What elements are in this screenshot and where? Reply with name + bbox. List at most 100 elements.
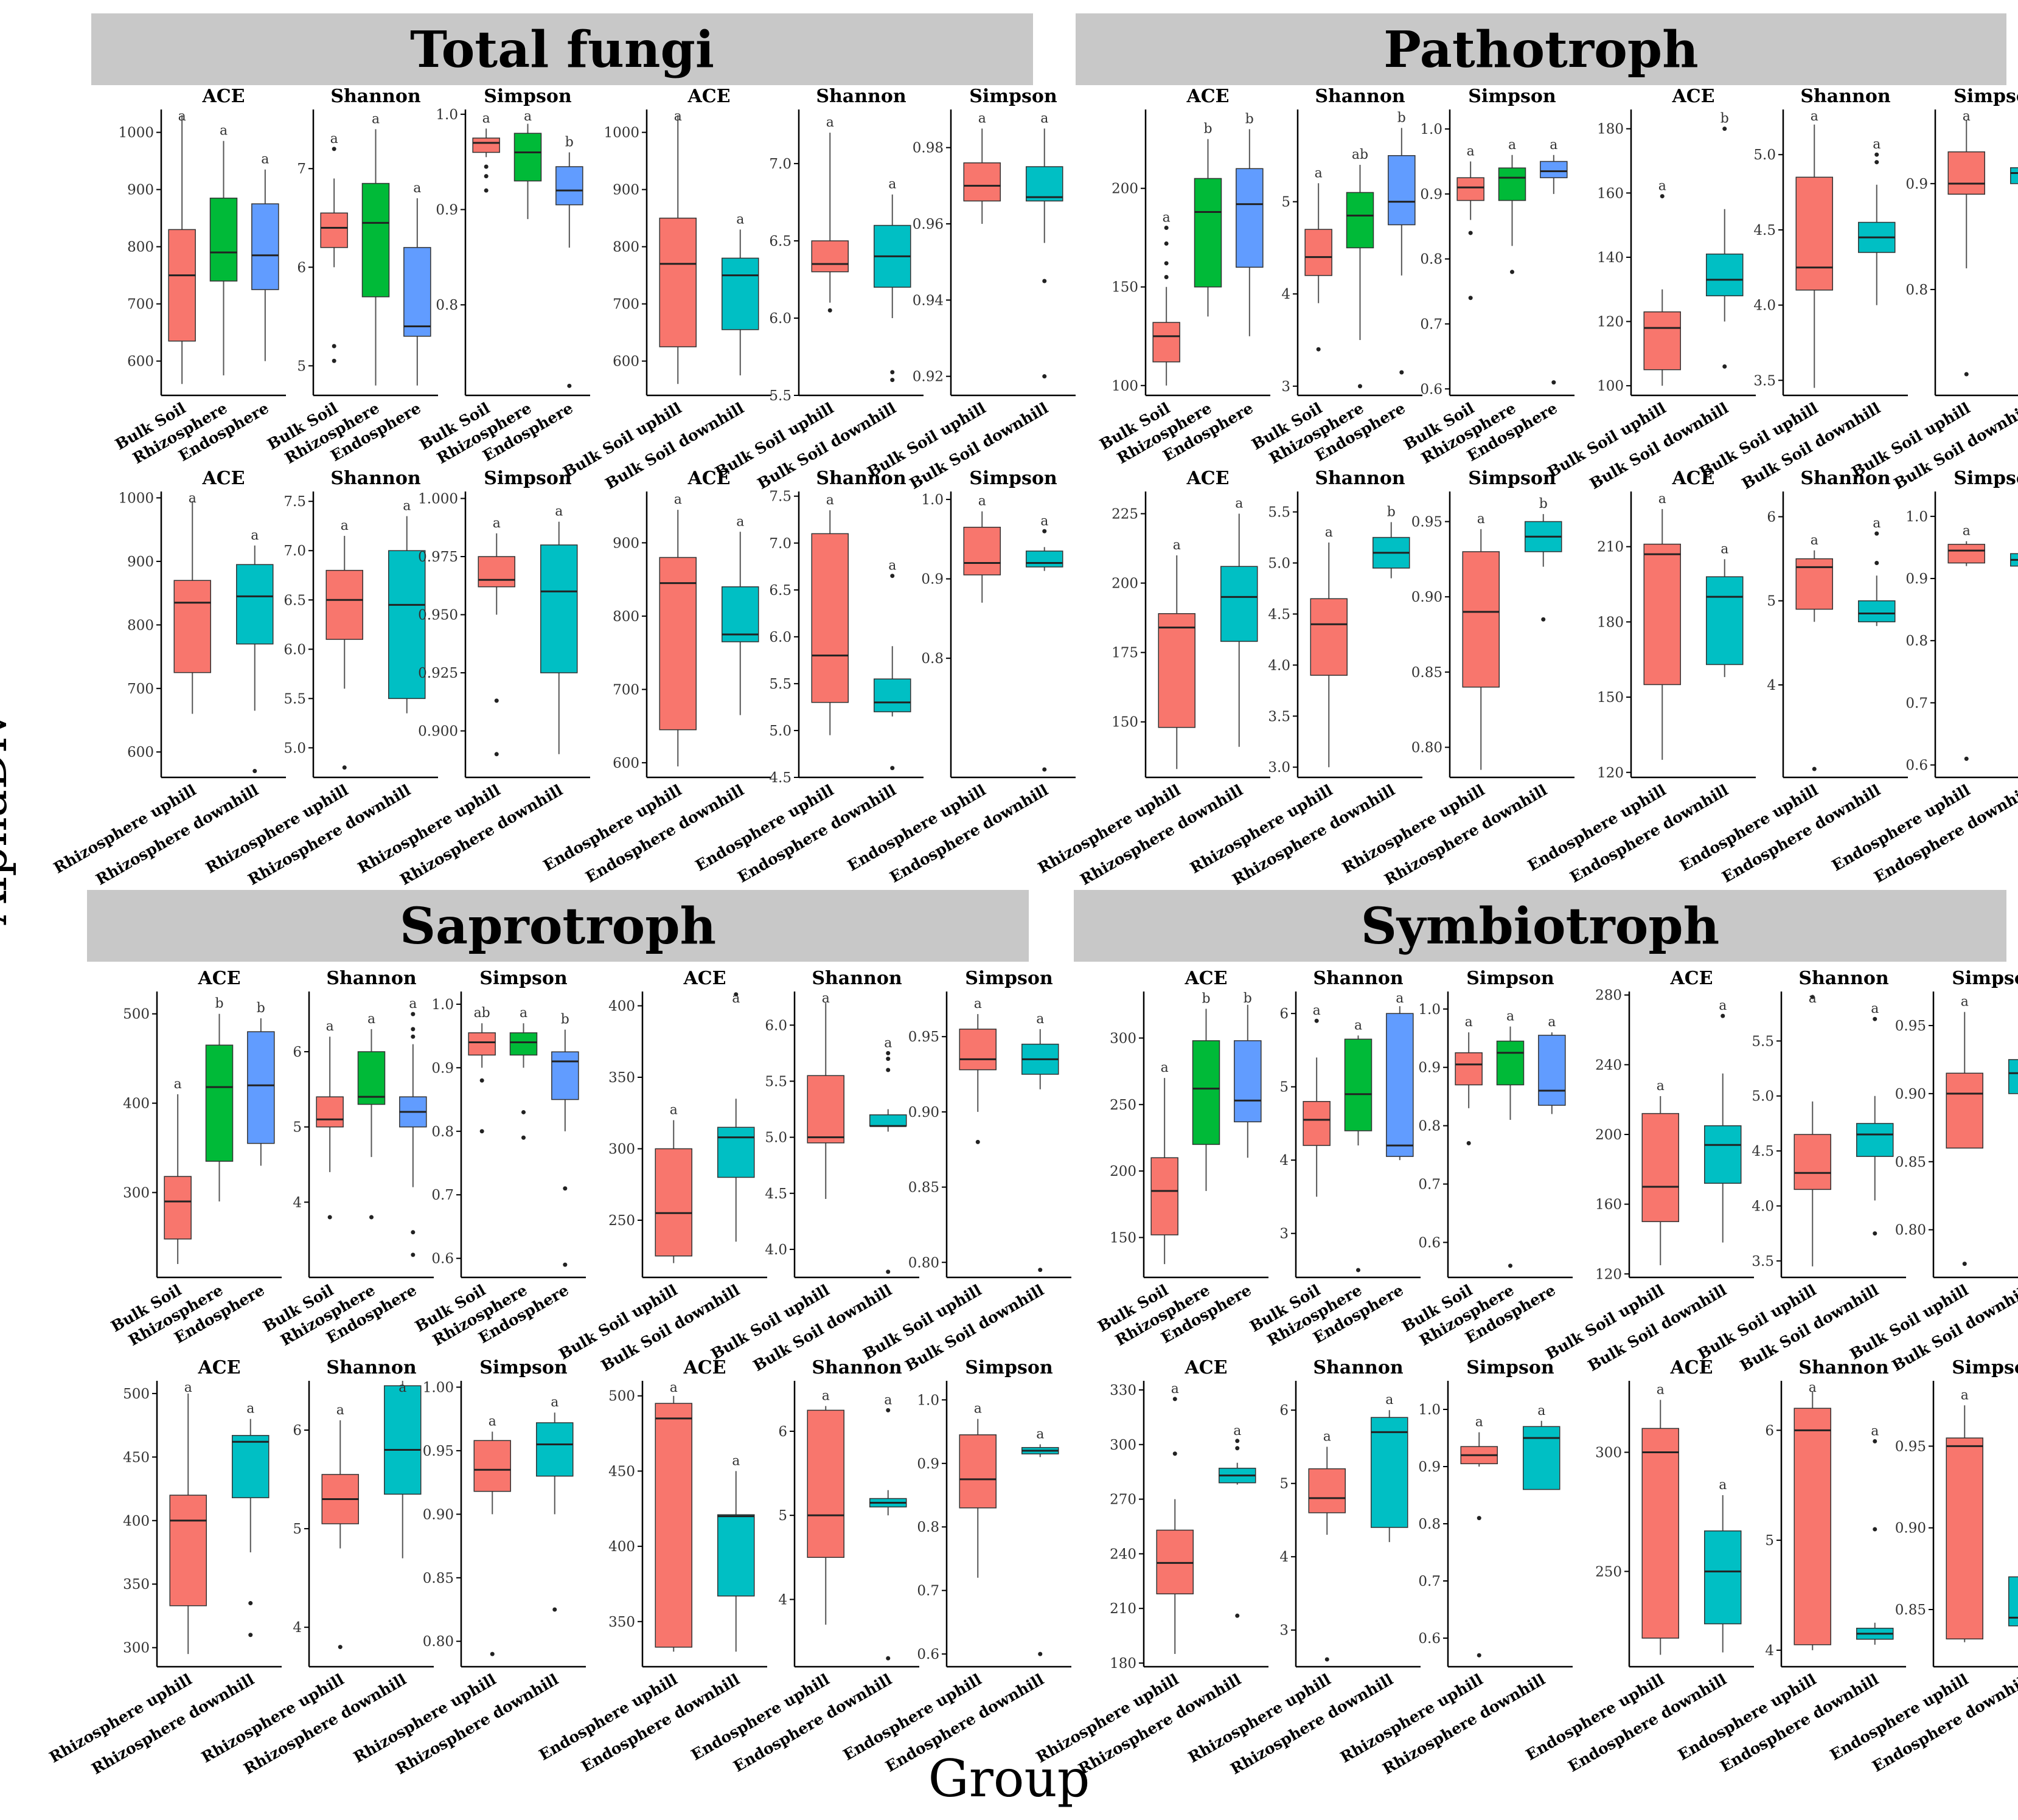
box-iqr [1150,1157,1178,1235]
panel-title: Shannon [1315,86,1405,107]
box-iqr [361,182,390,297]
panel-title: Shannon [330,468,421,489]
panel-title: Simpson [965,1357,1053,1378]
significance-letter: a [1811,533,1818,548]
outlier-point [886,1408,891,1412]
outlier-point [411,1230,416,1235]
significance-letter: a [1233,1423,1241,1439]
outlier-point [1468,296,1473,300]
significance-letter: a [978,494,986,509]
y-tick-label: 200 [1112,576,1138,592]
group-title: Saprotroph [400,897,716,956]
outlier-point [734,992,739,997]
y-tick-label: 0.9 [1905,176,1928,192]
box-iqr [1704,1125,1742,1184]
outlier-point [521,1110,526,1114]
y-tick-label: 1000 [118,125,154,141]
y-tick-label: 0.8 [1420,252,1442,268]
box-iqr [959,1029,997,1071]
panel-title: ACE [683,968,726,989]
significance-letter: b [1203,122,1212,137]
y-tick-label: 150 [1112,715,1138,731]
y-tick-label: 3.5 [1753,373,1776,389]
box-iqr [1192,1040,1220,1145]
panel-title: Shannon [1313,968,1404,989]
box-iqr [551,1051,579,1100]
y-tick-label: 400 [608,1539,635,1555]
y-tick-label: 5.5 [1752,1033,1774,1049]
outlier-point [342,765,347,770]
y-tick-label: 6 [778,1424,787,1440]
significance-letter: a [1548,1015,1556,1030]
panel-simpson: Simpson0.800.850.900.951.00aRhizosphere … [350,1357,586,1778]
y-tick-label: 0.9 [1418,1459,1441,1475]
y-tick-label: 5.0 [284,740,306,756]
significance-letter: a [1040,111,1048,126]
y-tick-label: 3.0 [1268,760,1290,776]
outlier-point [1172,1397,1177,1401]
significance-letter: a [884,1035,892,1051]
outlier-point [1660,194,1665,199]
y-tick-label: 240 [1110,1546,1136,1562]
panel-title: Simpson [479,968,568,989]
panel-title: Simpson [1466,968,1554,989]
y-tick-label: 1.0 [921,492,944,508]
outlier-point [332,358,336,363]
y-tick-label: 0.6 [1905,758,1928,774]
y-tick-label: 300 [608,1142,635,1158]
y-tick-label: 900 [127,554,154,570]
box-iqr [655,1148,692,1257]
y-tick-label: 0.95 [423,1443,454,1459]
y-tick-label: 3 [1279,1226,1289,1242]
significance-letter: a [251,528,259,543]
y-tick-label: 4.5 [1268,606,1290,622]
significance-letter: a [220,123,228,139]
y-tick-label: 4 [1279,1549,1289,1565]
y-tick-label: 350 [123,1577,150,1592]
y-tick-label: 350 [608,1070,635,1086]
significance-letter: b [1397,110,1406,125]
outlier-point [1964,372,1969,377]
y-tick-label: 180 [1110,1656,1136,1672]
panel-title: Simpson [1468,86,1556,107]
significance-letter: a [1657,1078,1665,1094]
significance-letter: a [736,514,744,529]
outlier-point [890,766,895,771]
y-tick-label: 5.0 [769,723,792,739]
box-iqr [659,217,697,347]
outlier-point [1235,1613,1240,1618]
y-tick-label: 4 [293,1620,302,1636]
box-iqr [1026,166,1063,202]
y-tick-label: 400 [608,999,635,1015]
box-iqr [717,1127,755,1178]
outlier-point [1164,241,1169,246]
outlier-point [411,1027,416,1032]
y-tick-label: 5 [778,1508,787,1524]
box-iqr [1386,1013,1414,1157]
panel-title: Simpson [965,968,1053,989]
box-iqr [1523,1426,1560,1490]
panel-title: Simpson [1952,968,2018,989]
box-iqr [1456,177,1484,201]
outlier-point [1964,756,1969,761]
significance-letter: a [246,1401,254,1417]
y-tick-label: 0.9 [1420,187,1442,203]
y-tick-label: 6 [1279,1006,1289,1022]
box-iqr [1706,253,1744,297]
y-tick-label: 600 [613,755,639,771]
outlier-point [248,1601,253,1606]
y-tick-label: 7.0 [284,543,306,559]
significance-letter: b [1387,504,1396,519]
y-tick-label: 330 [1110,1383,1136,1398]
outlier-point [484,174,489,179]
significance-letter: b [1721,111,1729,127]
significance-letter: a [261,152,269,167]
panel-title: Shannon [1798,1357,1889,1378]
y-tick-label: 0.8 [1418,1516,1441,1532]
y-tick-label: 120 [1597,765,1624,781]
box-iqr [209,197,238,282]
